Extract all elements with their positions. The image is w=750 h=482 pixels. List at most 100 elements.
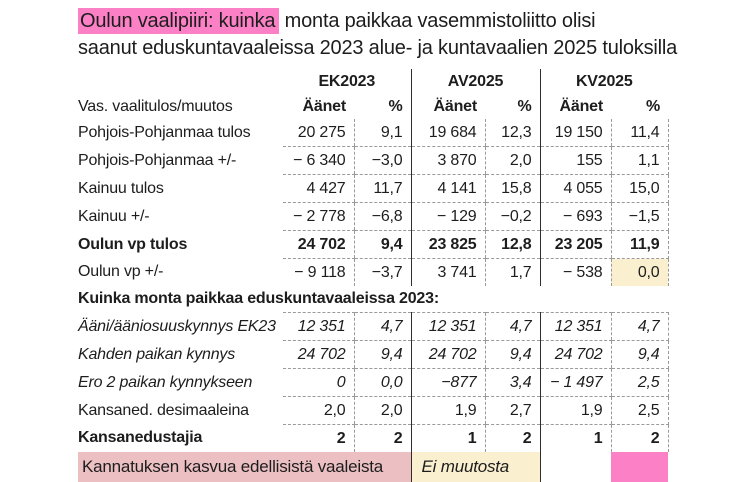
- table-body: Pohjois-Pohjanmaa tulos 20 275 9,1 19 684 12…: [78, 119, 669, 452]
- row-label: Oulun vp +/-: [78, 263, 164, 281]
- cell-ek-pct: −3,7: [353, 258, 411, 286]
- cell-ek-pct: 2: [353, 424, 411, 452]
- cell-ek-votes: − 2 778: [283, 202, 354, 231]
- cell-ek-votes: 4 427: [283, 174, 354, 203]
- cell-ek-votes: 12 351: [283, 312, 354, 341]
- cell-av-votes: −877: [410, 368, 485, 397]
- table-row: Kuinka monta paikkaa eduskuntavaaleissa …: [78, 286, 668, 313]
- cell-kv-votes: 23 205: [539, 230, 611, 259]
- table-row: Oulun vp tulos 24 702 9,4 23 825 12,8 23 205 1…: [78, 230, 669, 259]
- cell-av-votes: 23 825: [410, 230, 485, 259]
- cell-kv-pct: 2: [610, 424, 669, 452]
- cell-av-votes: 1,9: [410, 396, 485, 425]
- cell-kv-pct: −1,5: [610, 202, 669, 231]
- table-row: Ääni/ääniosuuskynnys EK23 12 351 4,7 12 351…: [78, 312, 669, 341]
- cell-kv-votes: 1,9: [539, 396, 611, 425]
- page-title: Oulun vaalipiiri: kuinka monta paikkaa v…: [78, 8, 750, 62]
- table-row: Kainuu +/- − 2 778 −6,8− 129 −0,2− 693 −1,5: [78, 202, 669, 231]
- cell-ek-pct: −6,8: [353, 202, 411, 231]
- label-column-header: Vas. vaalitulos/muutos: [78, 97, 233, 115]
- cell-kv-pct: 2,5: [610, 368, 669, 397]
- support-growth-kv-highlight: [611, 452, 668, 482]
- cell-av-pct: −0,2: [484, 202, 540, 231]
- cell-kv-pct: 1,1: [610, 146, 669, 175]
- cell-kv-votes: − 1 497: [539, 368, 611, 397]
- row-label: Pohjois-Pohjanmaa +/-: [78, 151, 237, 169]
- cell-kv-votes: 4 055: [539, 174, 611, 203]
- col-header-av-votes: Äänet: [410, 94, 485, 119]
- cell-av-pct: 15,8: [484, 174, 540, 203]
- row-label: Oulun vp tulos: [78, 235, 188, 253]
- support-growth-av-note: Ei muutosta: [410, 452, 540, 482]
- cell-av-votes: 1: [410, 424, 485, 452]
- cell-ek-pct: 0,0: [353, 368, 411, 397]
- row-label: Kainuu tulos: [78, 179, 164, 197]
- cell-ek-votes: 0: [283, 368, 354, 397]
- row-label: Ääni/ääniosuuskynnys EK23: [78, 317, 276, 335]
- cell-ek-pct: 9,4: [353, 230, 411, 259]
- row-label: Kansanedustajia: [78, 429, 203, 447]
- cell-kv-pct: 9,4: [610, 340, 669, 369]
- cell-kv-pct: 11,4: [610, 119, 669, 147]
- cell-kv-votes: 155: [539, 146, 611, 175]
- group-header-row: EK2023 AV2025 KV2025: [78, 69, 668, 94]
- group-header-av2025: AV2025: [410, 69, 540, 94]
- row-label: Ero 2 paikan kynnykseen: [78, 373, 253, 391]
- cell-ek-pct: 4,7: [353, 312, 411, 341]
- cell-ek-votes: − 9 118: [294, 263, 346, 281]
- cell-av-votes: 12 351: [410, 312, 485, 341]
- cell-av-votes: 3 870: [410, 146, 485, 175]
- cell-ek-votes: 2,0: [283, 396, 354, 425]
- cell-ek-votes: 2: [336, 429, 346, 447]
- title-highlight: Oulun vaalipiiri: kuinka: [78, 8, 280, 34]
- col-header-ek-pct: %: [388, 97, 403, 115]
- table-row: Ero 2 paikan kynnykseen 0 0,0 −877 3,4− 1 49…: [78, 368, 669, 397]
- cell-ek-pct: 2,0: [353, 396, 411, 425]
- cell-kv-pct: 0,0: [610, 258, 669, 286]
- col-header-kv-votes: Äänet: [539, 94, 611, 119]
- col-header-kv-pct: %: [645, 97, 660, 115]
- cell-kv-pct: 15,0: [610, 174, 669, 203]
- cell-av-pct: 1,7: [484, 258, 540, 286]
- group-header-ek2023: EK2023: [318, 72, 376, 90]
- cell-ek-pct: 9,4: [353, 340, 411, 369]
- cell-kv-votes: 24 702: [539, 340, 611, 369]
- cell-av-pct: 12,8: [484, 230, 540, 259]
- group-header-kv2025: KV2025: [539, 69, 668, 94]
- cell-ek-pct: −3,0: [353, 146, 411, 175]
- cell-ek-pct: 9,1: [353, 119, 411, 147]
- group-header-spacer: [78, 69, 283, 94]
- table-row: Kahden paikan kynnys 24 702 9,4 24 702 9,4 24…: [78, 340, 669, 369]
- cell-ek-pct: 11,7: [353, 174, 411, 203]
- sub-header-row: Vas. vaalitulos/muutos Äänet % Äänet % Ä…: [78, 94, 668, 119]
- cell-kv-votes: 12 351: [539, 312, 611, 341]
- table-row: Kansaned. desimaaleina 2,0 2,0 1,9 2,7 1,9 2,5: [78, 396, 669, 425]
- cell-ek-votes: − 6 340: [283, 146, 354, 175]
- cell-av-pct: 2: [484, 424, 540, 452]
- table-row: Kansanedustajia 2 2 1 2 1 2: [78, 424, 669, 452]
- cell-av-votes: 4 141: [410, 174, 485, 203]
- row-label: Pohjois-Pohjanmaa tulos: [78, 123, 251, 141]
- cell-av-votes: − 129: [410, 202, 485, 231]
- table-row: Oulun vp +/- − 9 118 −3,7 3 741 1,7− 538 0,0: [78, 258, 669, 286]
- cell-av-pct: 4,7: [484, 312, 540, 341]
- cell-kv-votes: − 693: [539, 202, 611, 231]
- title-line2: saanut eduskuntavaaleissa 2023 alue- ja …: [78, 37, 678, 59]
- section-header: Kuinka monta paikkaa eduskuntavaaleissa …: [78, 290, 439, 307]
- support-growth-label: Kannatuksen kasvua edellisistä vaaleista: [78, 452, 411, 482]
- cell-kv-votes: − 538: [539, 258, 611, 286]
- cell-av-pct: 2,7: [484, 396, 540, 425]
- table-row: Pohjois-Pohjanmaa tulos 20 275 9,1 19 684 12…: [78, 119, 669, 147]
- row-label: Kahden paikan kynnys: [78, 345, 236, 363]
- row-label: Kansaned. desimaaleina: [78, 401, 249, 419]
- row-label: Kainuu +/-: [78, 207, 150, 225]
- cell-av-pct: 9,4: [484, 340, 540, 369]
- title-line1-rest: monta paikkaa vasemmistoliitto olisi: [279, 10, 596, 32]
- support-growth-kv-votes-empty: [539, 452, 611, 482]
- results-table: EK2023 AV2025 KV2025 Vas. vaalitulos/muu…: [78, 69, 669, 482]
- cell-ek-votes: 20 275: [283, 119, 354, 147]
- cell-kv-pct: 4,7: [610, 312, 669, 341]
- cell-av-votes: 3 741: [410, 258, 485, 286]
- col-header-ek-votes: Äänet: [302, 97, 347, 115]
